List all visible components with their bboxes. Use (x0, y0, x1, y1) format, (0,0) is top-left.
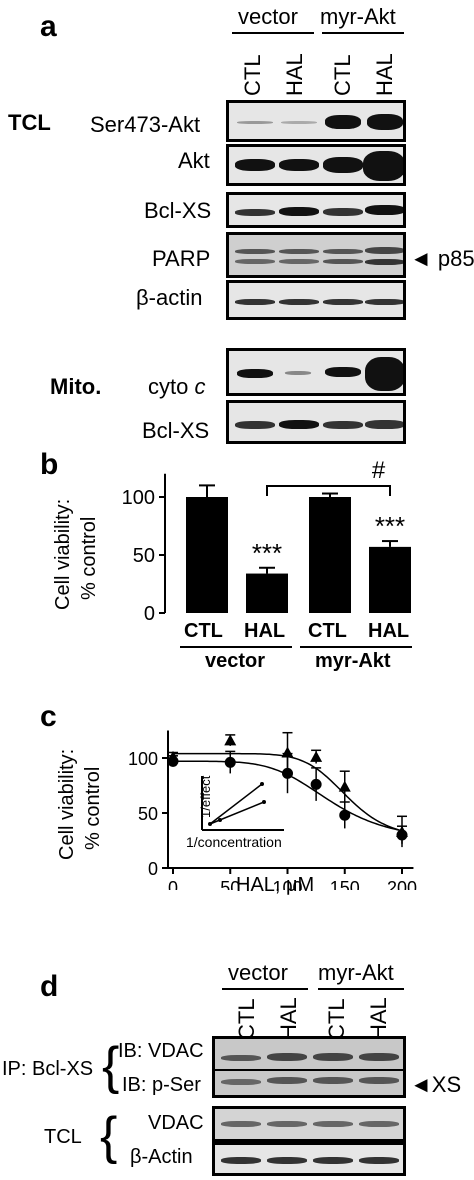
blot-bcl-xs-mito (226, 400, 406, 444)
point-circle-3 (310, 778, 322, 790)
section-tcl-label: TCL (8, 110, 51, 135)
ib-vdac-label: IB: VDAC (118, 1040, 204, 1062)
tcl-label-d: TCL (44, 1126, 82, 1148)
lane-label-a-1: CTL (240, 54, 265, 96)
c-ytick-label-1: 50 (138, 804, 158, 824)
row-label-parp: PARP (152, 246, 211, 271)
blot-cyto-c (226, 348, 406, 396)
bar-group-underline-vector (180, 646, 292, 648)
c-xtick-label-2: 100 (272, 878, 302, 890)
c-ytick-label-0: 0 (148, 859, 158, 879)
lane-label-a-3: CTL (330, 54, 355, 96)
p85-arrow-label: ◄ p85 (410, 246, 474, 271)
panel-a-letter: a (40, 10, 57, 43)
ip-bcl-xs-label: IP: Bcl-XS (2, 1058, 94, 1080)
c-xtick-label-3: 150 (330, 878, 360, 890)
blot-bcl-xs (226, 192, 406, 228)
group-underline-myr-akt-d (318, 988, 404, 990)
blot-parp (226, 232, 406, 278)
c-xtick-label-4: 200 (387, 878, 417, 890)
bar-2 (246, 573, 288, 613)
section-mito-label: Mito. (50, 374, 102, 399)
point-triangle-3 (310, 750, 323, 762)
lane-label-d-2: HAL (276, 997, 301, 1040)
lane-label-a-4: HAL (372, 53, 397, 96)
row-label-ser473-akt: Ser473-Akt (90, 112, 201, 137)
lane-label-d-1: CTL (234, 998, 259, 1040)
panel-d-letter: d (40, 970, 59, 1003)
c-xtick-label-1: 50 (220, 878, 240, 890)
lane-label-a-2: HAL (282, 53, 307, 96)
inset-ylabel: 1/effect (198, 775, 213, 818)
point-triangle-2 (281, 746, 294, 758)
blot-ser473-akt (226, 100, 406, 142)
tcl-beta-actin-label: β-Actin (130, 1146, 193, 1168)
point-circle-1 (224, 756, 236, 768)
panel-b-chart: 0 50 100 *** *** # (122, 457, 411, 625)
significance-hash: # (372, 457, 386, 484)
b-ytick-label-0: 0 (144, 603, 155, 625)
point-circle-5 (396, 829, 408, 841)
blot-beta-actin (226, 280, 406, 320)
b-ytick-label-2: 100 (122, 487, 155, 509)
lane-label-d-4: HAL (366, 997, 391, 1040)
point-circle-4 (339, 809, 351, 821)
b-ytick-label-1: 50 (133, 545, 155, 567)
group-underline-myr-akt-a (322, 32, 404, 34)
ib-p-ser-label: IB: p-Ser (122, 1074, 201, 1096)
tcl-brace: { (100, 1107, 118, 1165)
group-label-myr-akt-a: myr-Akt (320, 4, 396, 29)
row-label-beta-actin: β-actin (136, 285, 203, 310)
bar-label-3: CTL (308, 620, 347, 642)
bar-star-2: *** (252, 538, 282, 568)
bar-3 (309, 497, 351, 613)
c-xtick-label-0: 0 (168, 878, 178, 890)
blot-akt (226, 144, 406, 186)
bar-group-label-vector: vector (205, 650, 266, 672)
bar-label-1: CTL (184, 620, 223, 642)
panel-c-chart: 0 50 100 0 50 100 150 200 (128, 730, 417, 890)
tcl-vdac-label: VDAC (148, 1112, 204, 1134)
point-circle-0 (167, 755, 179, 767)
bar-star-4: *** (375, 511, 405, 541)
group-underline-vector-a (232, 32, 314, 34)
blot-ip-bcl-xs (212, 1036, 406, 1098)
point-triangle-1 (224, 734, 237, 746)
bar-group-underline-myr-akt (300, 646, 412, 648)
group-label-vector-a: vector (238, 4, 298, 29)
bar-label-2: HAL (244, 620, 286, 642)
group-label-myr-akt-d: myr-Akt (318, 960, 394, 985)
row-label-bcl-xs-mito: Bcl-XS (142, 418, 210, 443)
significance-bracket (266, 485, 391, 496)
group-label-vector-d: vector (228, 960, 288, 985)
xs-arrow-label: ◄XS (410, 1072, 462, 1097)
panel-c-inset (201, 776, 284, 831)
ip-brace: { (102, 1037, 120, 1095)
group-underline-vector-d (222, 988, 308, 990)
bar-1 (186, 497, 228, 613)
inset-xlabel: 1/concentration (186, 834, 282, 850)
lane-label-d-3: CTL (324, 998, 349, 1040)
row-label-akt: Akt (178, 148, 210, 173)
bar-4 (369, 546, 411, 613)
panel-b-letter: b (40, 448, 59, 481)
blot-tcl-vdac (212, 1106, 406, 1142)
point-circle-2 (282, 767, 293, 779)
point-triangle-4 (338, 780, 351, 792)
bar-label-4: HAL (368, 620, 410, 642)
blot-tcl-beta-actin (212, 1142, 406, 1176)
row-label-cyto-c: cyto c (148, 374, 206, 399)
c-ytick-label-2: 100 (128, 749, 158, 769)
bar-group-label-myr-akt: myr-Akt (315, 650, 391, 672)
panel-c-letter: c (40, 700, 57, 733)
row-label-bcl-xs: Bcl-XS (144, 198, 212, 223)
panel-c-xlabel: HAL, μM (236, 874, 315, 896)
